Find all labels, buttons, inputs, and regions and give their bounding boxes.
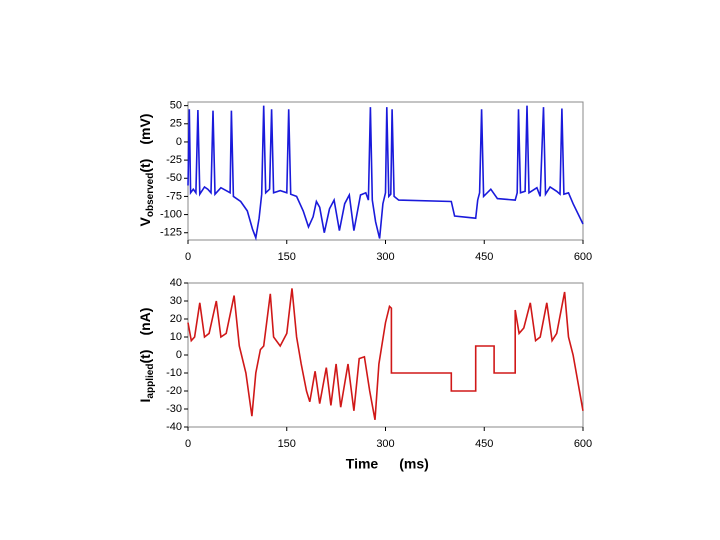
x-axis-unit: (ms) (399, 456, 429, 472)
y-tick-label: 25 (170, 118, 182, 130)
x-tick-label: 450 (475, 251, 493, 263)
y-tick-label: 0 (176, 349, 182, 361)
line (187, 288, 584, 420)
y-tick-label: 50 (170, 100, 182, 112)
x-tick-label: 450 (475, 438, 493, 450)
x-axis-label: Time (346, 456, 379, 472)
y-label-rest: (t) (137, 159, 153, 173)
y-tick-label: -40 (166, 421, 182, 433)
y-axis-label: Vobserved(t) (mV) (137, 114, 156, 227)
x-tick-label: 150 (278, 438, 296, 450)
x-tick-label: 600 (574, 438, 592, 450)
y-tick-label: -10 (166, 367, 182, 379)
y-tick-label: -25 (166, 154, 182, 166)
x-tick-label: 300 (376, 251, 394, 263)
plot-frame (187, 282, 584, 428)
y-tick-label: -20 (166, 385, 182, 397)
y-label-unit: (mV) (137, 114, 153, 145)
x-tick-label: 600 (574, 251, 592, 263)
y-axis-label: Iapplied(t) (nA) (137, 308, 156, 403)
y-tick-label: 0 (176, 136, 182, 148)
y-tick-label: -125 (160, 227, 182, 239)
y-tick-label: 30 (170, 295, 182, 307)
y-tick-label: -75 (166, 190, 182, 202)
y-tick-label: -100 (160, 208, 182, 220)
y-label-rest: (t) (137, 350, 153, 364)
y-tick-label: 40 (170, 277, 182, 289)
line (187, 105, 584, 241)
y-tick-label: -30 (166, 403, 182, 415)
x-tick-label: 0 (185, 438, 191, 450)
y-label-main: V (137, 216, 153, 226)
y-label-sub: applied (145, 364, 156, 399)
y-tick-label: 10 (170, 331, 182, 343)
y-tick-label: -50 (166, 172, 182, 184)
x-tick-label: 150 (278, 251, 296, 263)
y-label-sub: observed (145, 173, 156, 217)
y-label-main: I (137, 399, 153, 403)
y-label-unit: (nA) (137, 308, 153, 336)
x-tick-label: 300 (376, 438, 394, 450)
x-tick-label: 0 (185, 251, 191, 263)
y-tick-label: 20 (170, 313, 182, 325)
